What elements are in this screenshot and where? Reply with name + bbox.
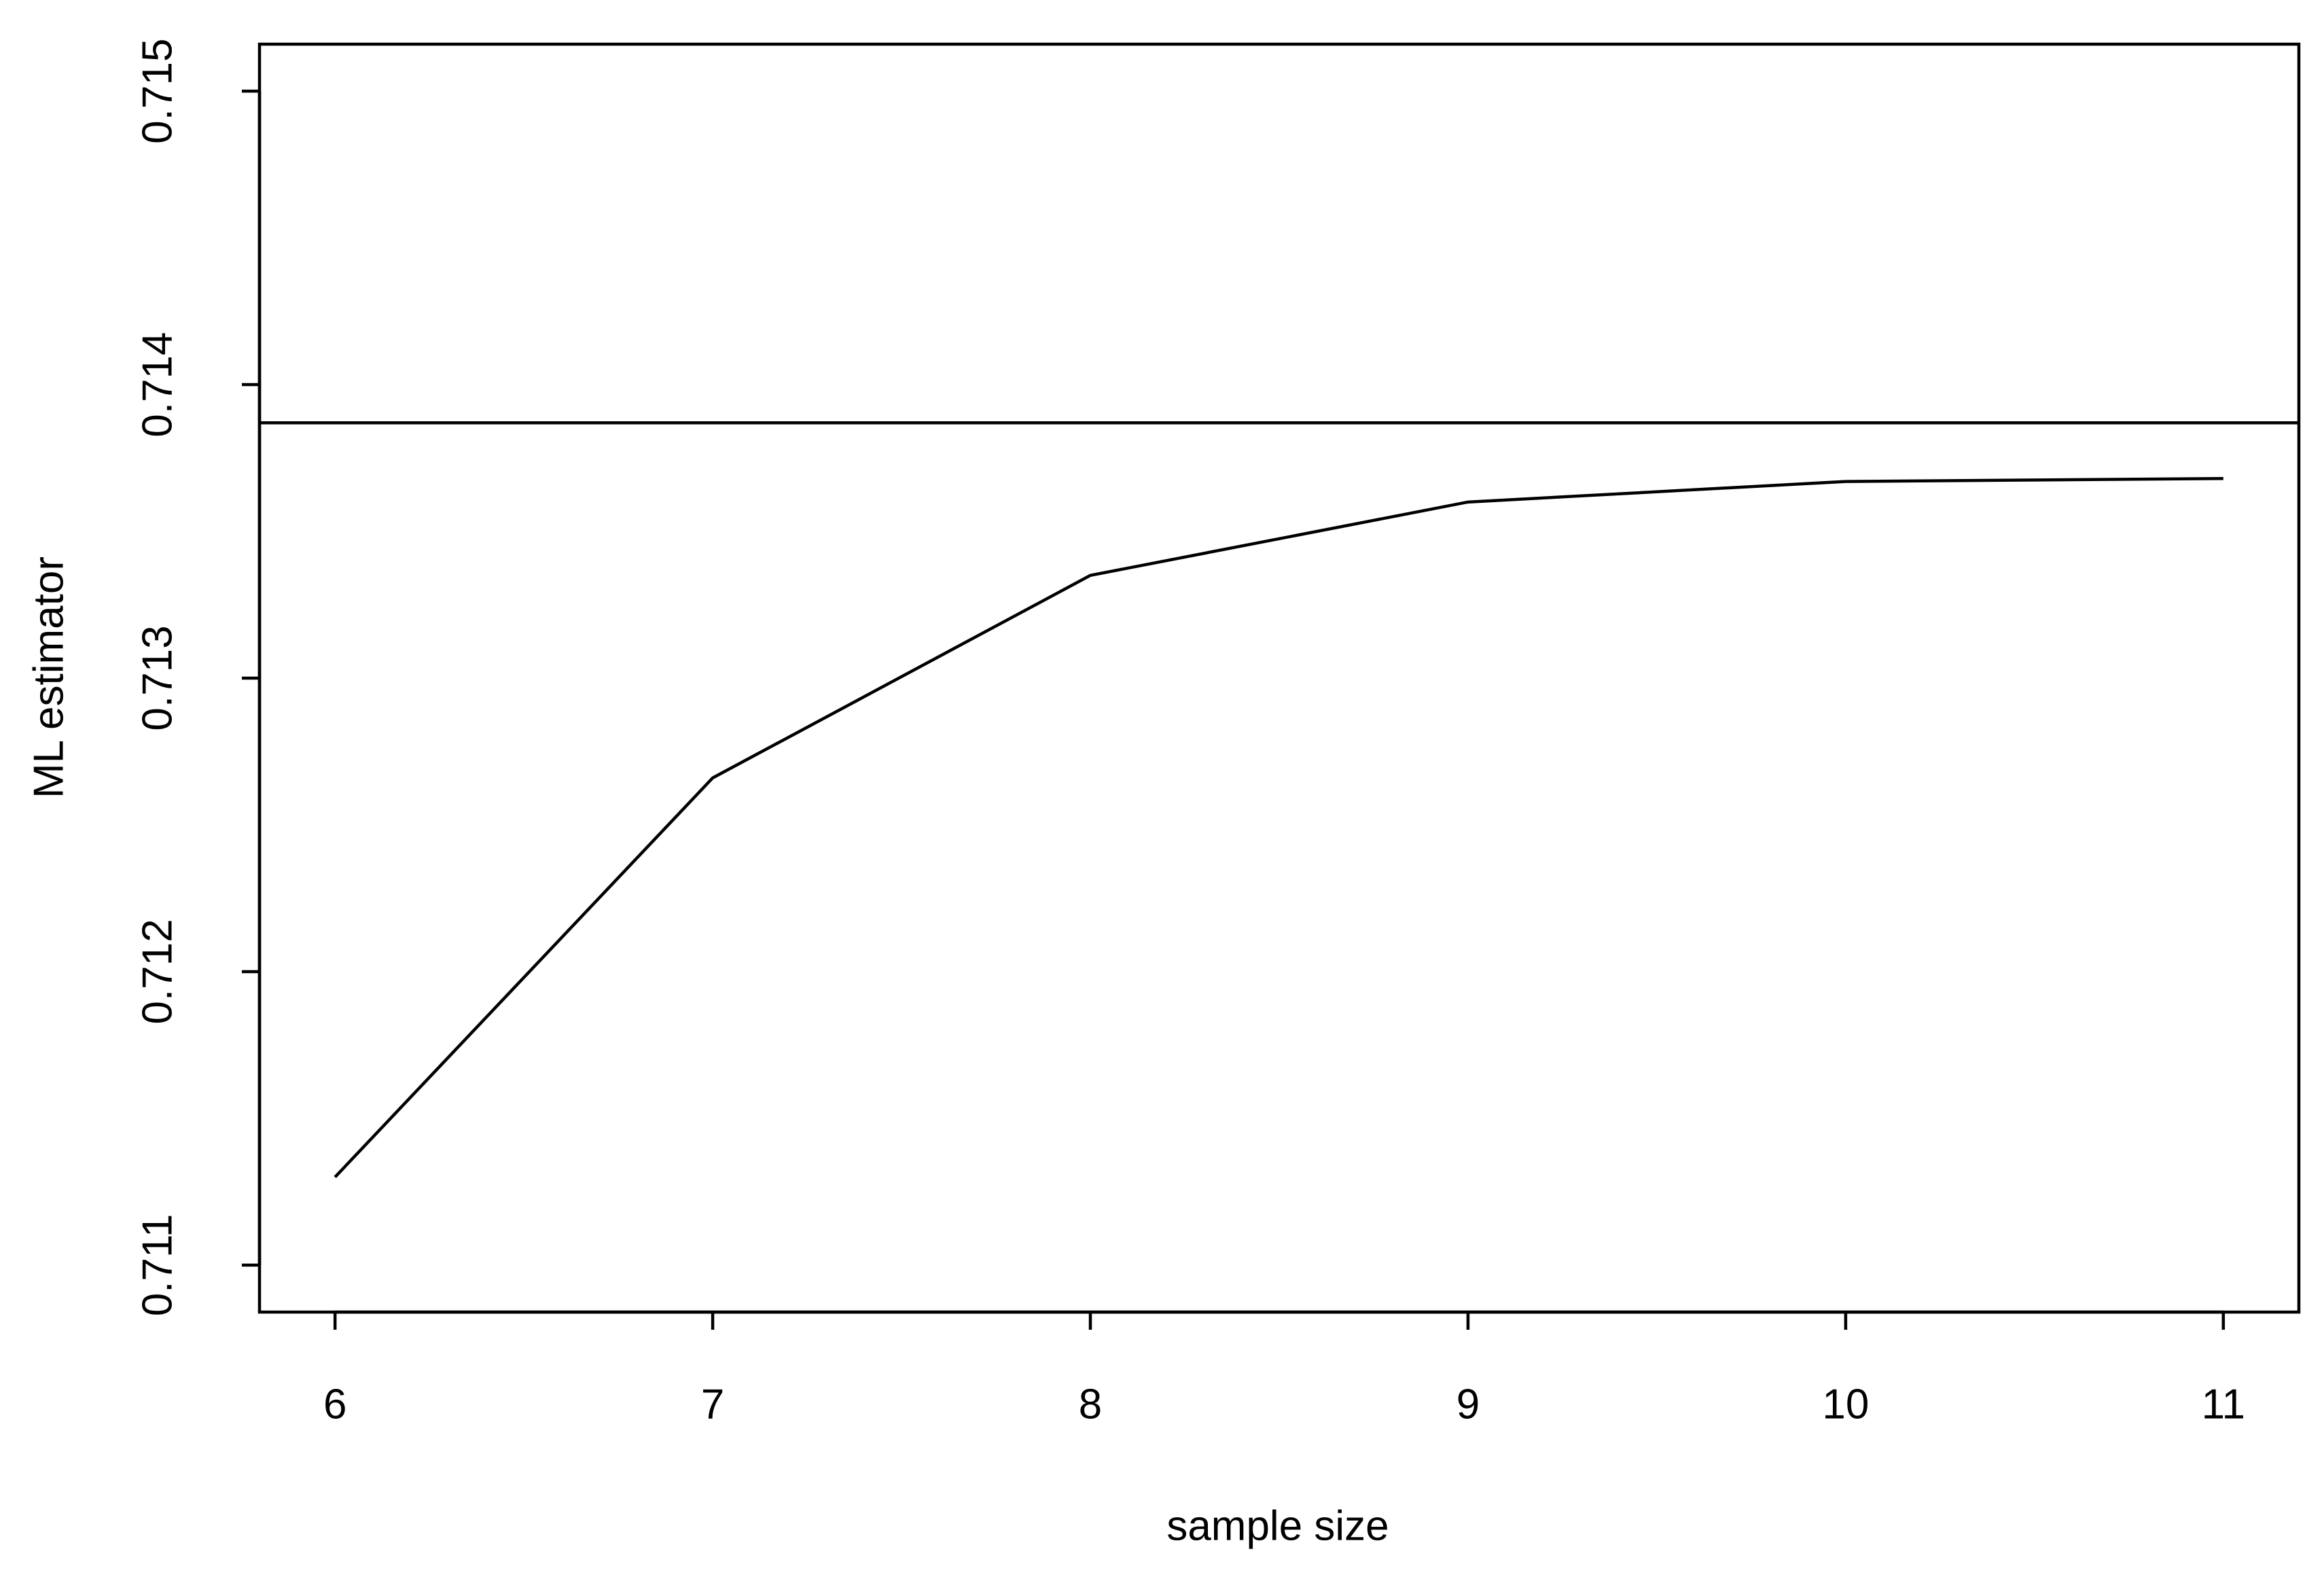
plot-frame (257, 42, 2301, 1314)
x-tick-label: 8 (1079, 1381, 1102, 1428)
y-tick-label: 0.715 (134, 39, 181, 144)
data-line (334, 477, 2223, 1178)
y-tick-label: 0.712 (134, 919, 181, 1024)
x-axis-label: sample size (1166, 1502, 1389, 1549)
x-tick-label: 9 (1456, 1381, 1480, 1428)
x-tick-label: 10 (1822, 1381, 1869, 1428)
y-tick-label: 0.711 (134, 1214, 181, 1317)
x-tick-label: 6 (323, 1381, 346, 1428)
x-tick-label: 11 (2202, 1381, 2245, 1428)
y-tick-label: 0.714 (134, 332, 181, 437)
y-axis-label: ML estimator (25, 556, 72, 798)
x-tick-label: 7 (701, 1381, 724, 1428)
y-tick-label: 0.713 (134, 625, 181, 730)
